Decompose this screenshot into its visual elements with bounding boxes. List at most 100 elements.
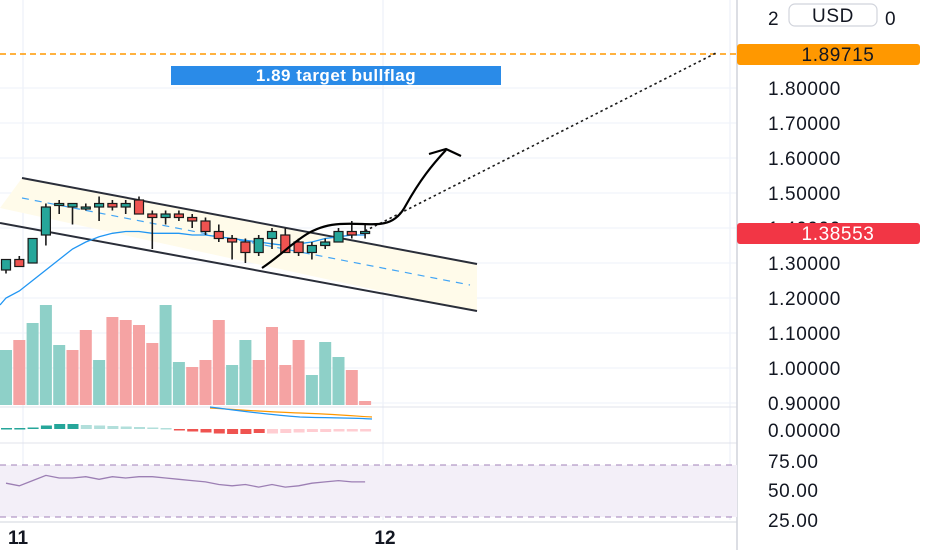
candle: [93, 196, 105, 221]
oscillator-bar: [360, 429, 372, 432]
oscillator-bar: [346, 429, 358, 432]
oscillator-bar: [67, 424, 79, 429]
candle-body: [200, 220, 211, 233]
candle: [67, 202, 78, 225]
volume-bar: [359, 401, 372, 405]
volume-bar: [252, 360, 265, 405]
oscillator-bar: [227, 429, 239, 434]
volume-bar: [53, 345, 66, 405]
candle-body: [240, 241, 251, 254]
oscillator-bar: [27, 427, 39, 429]
breakout-arrow-head: [428, 147, 462, 157]
price-axis-tick: 1.70000: [768, 114, 841, 135]
rsi-line: [5, 474, 366, 488]
candle: [173, 210, 184, 221]
price-axis-tick: 1.10000: [768, 324, 841, 345]
candle-body: [67, 202, 78, 208]
oscillator-bar: [160, 428, 172, 430]
candle: [0, 258, 12, 274]
oscillator-bar: [173, 429, 185, 431]
candle-body: [306, 244, 317, 254]
oscillator-bar: [320, 429, 332, 432]
price-axis-tick-tail: 0: [885, 9, 896, 30]
oscillator-bar: [280, 429, 292, 433]
oscillator-bar: [187, 429, 199, 432]
candle-body: [54, 202, 65, 207]
volume-bar: [266, 327, 278, 405]
oscillator-histogram: [1, 424, 372, 434]
oscillator-bar: [14, 428, 26, 430]
candle: [147, 210, 158, 249]
oscillator-bar: [306, 429, 318, 432]
price-axis-tick: 1.20000: [768, 289, 841, 310]
currency-button[interactable]: [788, 3, 878, 27]
oscillator-bar: [40, 425, 52, 429]
candle-body: [160, 213, 171, 219]
flag-channel-lower-line: [0, 222, 478, 312]
volume-bar: [345, 370, 358, 405]
oscillator-bar: [120, 426, 132, 429]
oscillator-axis-tick: 0.00000: [768, 421, 841, 442]
currency-button-label: USD: [812, 6, 854, 27]
oscillator-signal-line-orange: [209, 407, 373, 418]
volume-bar: [239, 340, 252, 405]
time-axis-label-11: 11: [8, 528, 29, 549]
flag-channel-middle-line: [21, 197, 471, 286]
target-price-value: 1.89715: [802, 45, 875, 66]
oscillator-bar: [54, 424, 66, 429]
candlestick-series: [0, 196, 371, 274]
candle: [27, 237, 38, 264]
candle: [133, 196, 145, 215]
candle-body: [80, 206, 91, 210]
volume-bar: [319, 342, 332, 405]
volume-bar: [199, 360, 212, 405]
price-axis-tick: 1.00000: [768, 359, 841, 380]
candle: [240, 238, 251, 263]
candle-body: [133, 199, 145, 215]
last-price-badge: [737, 223, 920, 244]
volume-bar: [279, 365, 292, 405]
oscillator-bar: [240, 429, 252, 434]
oscillator-bar: [1, 428, 12, 430]
price-axis-tick: 1.30000: [768, 254, 841, 275]
candle: [360, 224, 371, 239]
volume-bar: [212, 320, 225, 405]
flag-channel-upper-line: [21, 177, 478, 265]
candle-body: [360, 230, 371, 235]
candle: [293, 238, 304, 256]
candle: [280, 228, 291, 254]
volume-bar: [79, 330, 92, 405]
volume-bar: [292, 340, 305, 405]
time-axis-label-12: 12: [374, 528, 395, 549]
candle: [120, 200, 131, 214]
volume-bar: [146, 343, 159, 405]
flag-channel-fill: [0, 178, 477, 312]
price-axis-tick: 2: [768, 9, 779, 30]
annotation-box: [171, 66, 501, 85]
candle-body: [187, 216, 198, 222]
oscillator-bar: [333, 429, 345, 432]
candle-body: [320, 241, 331, 247]
volume-bar: [159, 305, 172, 405]
oscillator-bar: [267, 429, 278, 434]
volume-bar: [0, 350, 12, 405]
candle: [227, 235, 238, 260]
candle-body: [266, 230, 278, 240]
price-axis[interactable]: 21.800001.700001.600001.500001.400001.30…: [768, 9, 896, 415]
volume-bar: [13, 340, 26, 405]
candle: [320, 238, 331, 249]
candle: [80, 203, 91, 211]
rsi-axis-tick-25: 25.00: [768, 511, 819, 532]
last-price-value: 1.38553: [802, 224, 875, 245]
candle-body: [173, 213, 184, 219]
volume-bar: [106, 317, 119, 405]
volume-bar: [332, 357, 345, 405]
candle-body: [93, 202, 105, 208]
target-price-badge: [737, 44, 920, 65]
oscillator-bar: [213, 429, 225, 434]
candle: [266, 228, 278, 249]
candle-body: [14, 258, 25, 268]
candle-body: [227, 237, 238, 243]
candle: [107, 200, 118, 211]
